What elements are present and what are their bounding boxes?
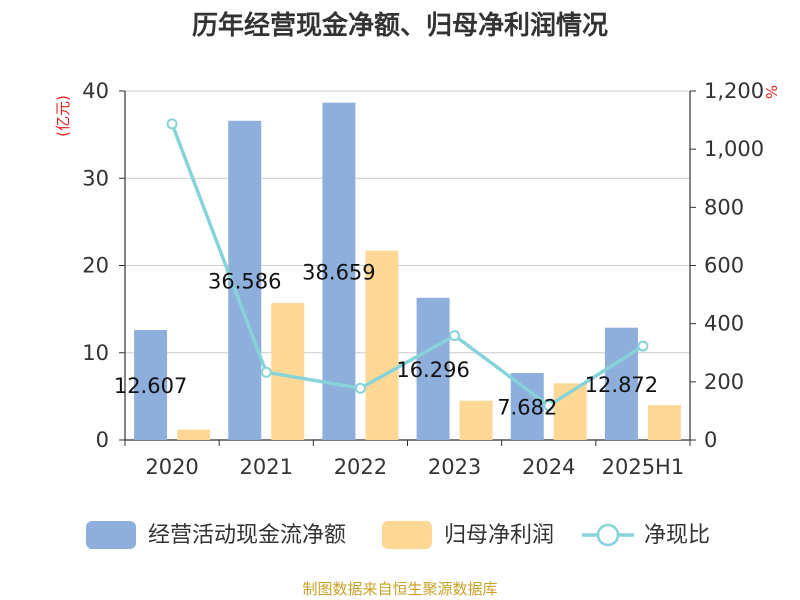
right-tick-label: 200 — [704, 370, 744, 394]
left-tick-label: 40 — [82, 79, 109, 103]
bar-net-profit — [459, 400, 493, 440]
legend-label-ratio: 净现比 — [644, 523, 710, 548]
x-tick-label: 2025H1 — [602, 455, 685, 479]
legend-swatch-cashflow — [86, 521, 136, 549]
bar-value-label: 36.586 — [208, 269, 281, 293]
left-tick-label: 10 — [82, 341, 109, 365]
ratio-point — [354, 382, 366, 394]
data-labels: 12.607 36.586 38.659 16.296 7.682 12.872 — [114, 260, 658, 419]
legend-marker-ratio — [596, 523, 620, 547]
x-tick-label: 2021 — [240, 455, 293, 479]
ratio-point — [637, 340, 649, 352]
bar-value-label: 38.659 — [302, 260, 375, 284]
bar-net-profit — [271, 303, 305, 440]
bar-operating-cashflow — [134, 330, 168, 440]
x-tick-label: 2023 — [428, 455, 481, 479]
ratio-line — [166, 118, 649, 412]
bar-operating-cashflow — [604, 327, 638, 440]
left-tick-label: 30 — [82, 166, 109, 190]
gridlines — [125, 90, 690, 354]
bar-value-label: 12.607 — [114, 374, 187, 398]
bar-operating-cashflow — [228, 120, 262, 441]
right-tick-label: 1,000 — [704, 137, 764, 161]
right-axis-unit: % — [762, 85, 780, 99]
legend-swatch-net-profit — [382, 521, 432, 549]
right-tick-label: 400 — [704, 312, 744, 336]
bar-operating-cashflow — [510, 372, 544, 440]
ratio-line-path — [170, 123, 644, 408]
x-tick-label: 2024 — [522, 455, 575, 479]
bar-net-profit — [365, 250, 399, 440]
bar-value-label: 12.872 — [585, 373, 658, 397]
right-tick-label: 800 — [704, 195, 744, 219]
bar-value-label: 7.682 — [497, 395, 557, 419]
chart-title: 历年经营现金净额、归母净利润情况 — [192, 10, 608, 41]
left-tick-label: 20 — [82, 254, 109, 278]
legend-label-cashflow: 经营活动现金流净额 — [148, 523, 346, 548]
left-axis-unit: (亿元) — [54, 95, 72, 137]
right-tick-label: 600 — [704, 254, 744, 278]
x-tick-label: 2020 — [145, 455, 198, 479]
ratio-point — [543, 400, 555, 412]
ratio-point — [260, 366, 272, 378]
legend-label-net-profit: 归母净利润 — [444, 523, 554, 548]
legend: 经营活动现金流净额 归母净利润 净现比 — [86, 521, 710, 549]
bar-value-label: 16.296 — [396, 358, 469, 382]
right-tick-label: 0 — [704, 428, 717, 452]
ratio-point — [449, 330, 461, 342]
ratio-point — [166, 118, 178, 130]
right-tick-label: 1,200 — [704, 79, 764, 103]
x-tick-label: 2022 — [334, 455, 387, 479]
left-tick-label: 0 — [96, 428, 109, 452]
source-note: 制图数据来自恒生聚源数据库 — [302, 580, 497, 598]
bar-net-profit — [647, 405, 681, 440]
bar-net-profit — [177, 429, 211, 440]
bar-operating-cashflow — [416, 297, 450, 440]
